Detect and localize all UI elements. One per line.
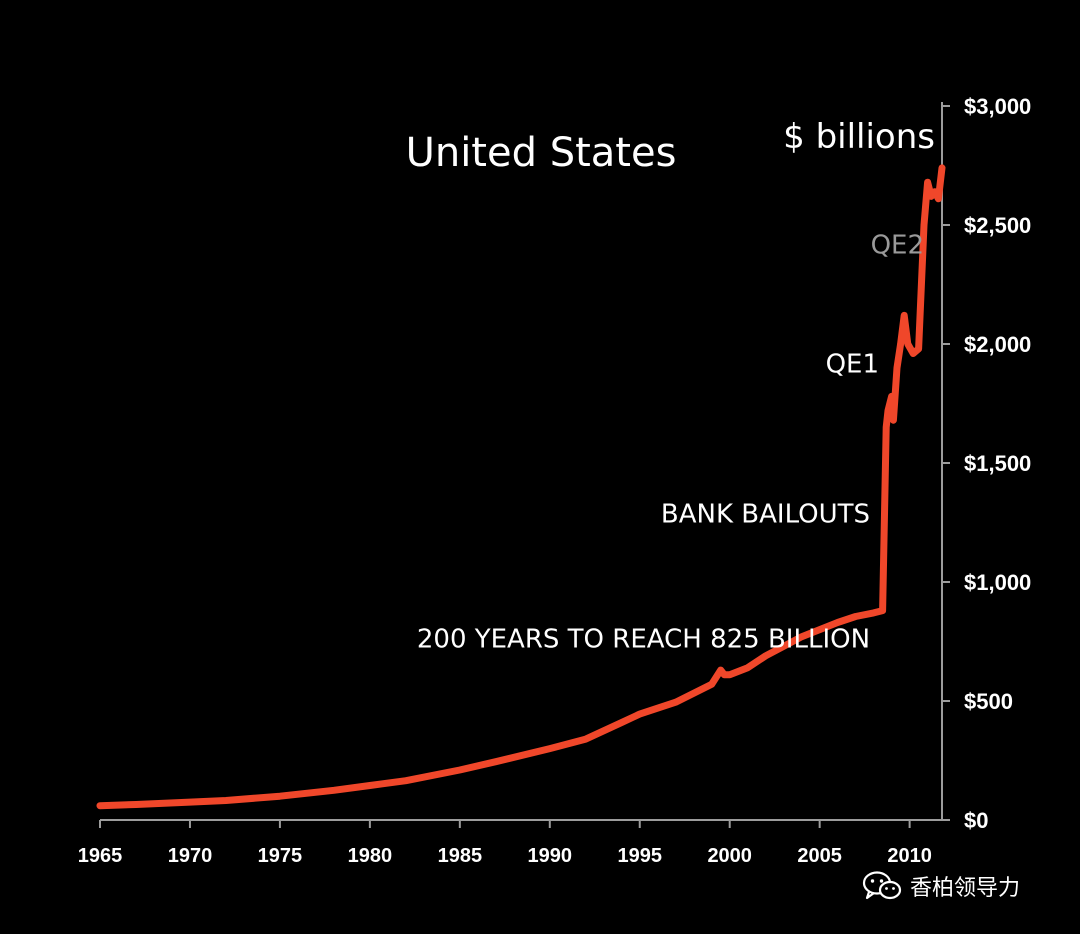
y-tick-label: $2,000 bbox=[964, 332, 1031, 357]
y-tick-label: $1,000 bbox=[964, 570, 1031, 595]
x-tick-label: 1990 bbox=[528, 845, 573, 867]
x-tick-label: 1980 bbox=[348, 845, 393, 867]
watermark: 香柏领导力 bbox=[862, 866, 1020, 906]
x-tick-label: 1975 bbox=[258, 845, 303, 867]
annotation-label: QE2 bbox=[871, 231, 924, 261]
y-axis-label: $ billions bbox=[783, 117, 935, 157]
labels: United States $ billions QE2 QE1 BANK BAILOU… bbox=[406, 117, 935, 654]
annotation-label: QE1 bbox=[826, 350, 879, 380]
y-tick-label: $1,500 bbox=[964, 451, 1031, 476]
x-tick-label: 2010 bbox=[887, 845, 932, 867]
ticks: 1965 1970 1975 1980 1985 1990 1995 2000 2005 2010… bbox=[78, 94, 1032, 867]
x-tick-label: 2000 bbox=[707, 845, 752, 867]
x-tick-label: 1995 bbox=[617, 845, 662, 867]
y-tick-label: $2,500 bbox=[964, 213, 1031, 238]
series-line bbox=[96, 164, 946, 810]
watermark-text: 香柏领导力 bbox=[910, 876, 1021, 901]
x-tick-label: 1965 bbox=[78, 845, 123, 867]
y-tick-label: $500 bbox=[964, 689, 1013, 714]
series bbox=[96, 164, 946, 810]
x-tick-label: 1970 bbox=[168, 845, 213, 867]
axes bbox=[100, 102, 943, 821]
annotation-label: BANK BAILOUTS bbox=[661, 500, 870, 530]
wechat-icon bbox=[862, 871, 902, 900]
y-tick-label: $3,000 bbox=[964, 94, 1031, 119]
x-tick-label: 1985 bbox=[438, 845, 483, 867]
annotation-label: 200 YEARS TO REACH 825 BILLION bbox=[417, 624, 870, 654]
y-tick-label: $0 bbox=[964, 808, 988, 833]
x-tick-label: 2005 bbox=[797, 845, 842, 867]
chart-title: United States bbox=[406, 130, 677, 176]
